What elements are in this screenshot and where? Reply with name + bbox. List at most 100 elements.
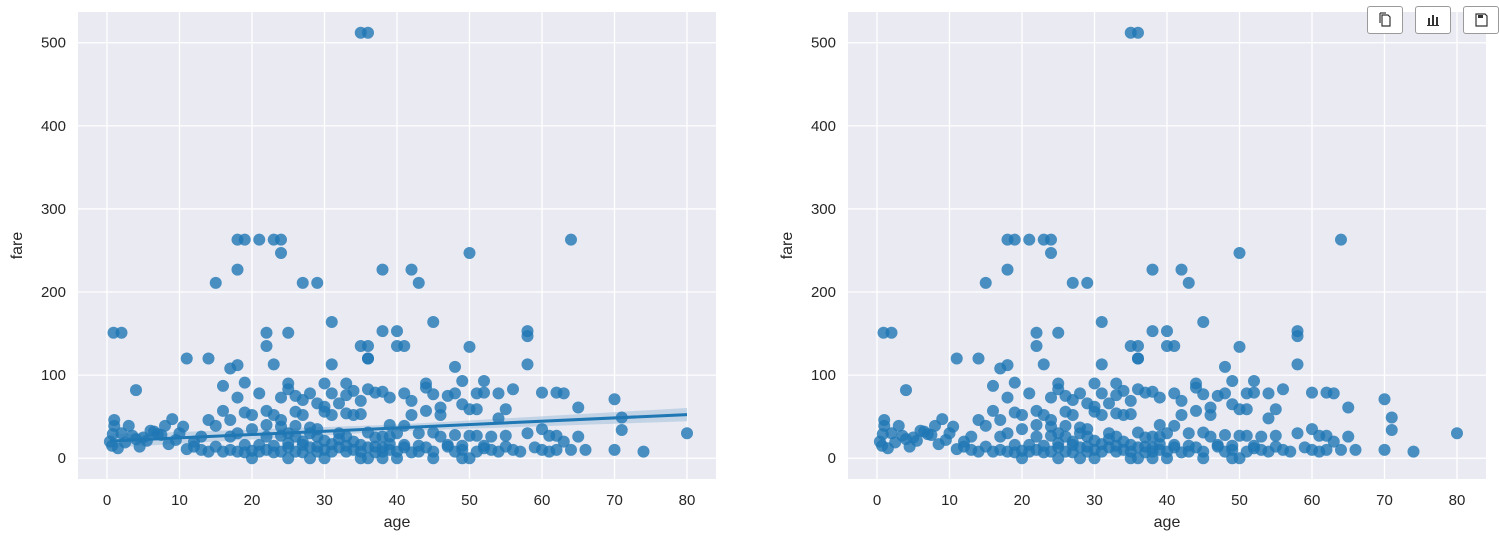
data-point [478,386,490,399]
bar-chart-icon [1427,15,1439,26]
figure-toolbar [1367,6,1499,34]
data-point [253,233,266,246]
data-point [478,374,490,387]
data-point [1168,438,1181,451]
data-point [282,377,295,390]
data-point [282,437,295,450]
save-button[interactable] [1463,6,1499,34]
data-point [1255,430,1268,443]
data-point [1240,403,1253,416]
data-point [608,393,621,406]
chart-button[interactable] [1415,6,1451,34]
data-point [1197,388,1210,401]
data-point [246,423,258,436]
data-point [1008,233,1021,246]
data-point [579,443,592,456]
data-point [449,387,461,400]
x-tick-label: 20 [1014,492,1031,509]
data-point [318,377,331,390]
data-point [231,391,244,404]
data-point [1168,419,1181,432]
data-point [1146,430,1159,443]
data-point [1407,445,1420,458]
data-point [1074,421,1086,434]
data-point [1016,452,1028,465]
data-point [1284,445,1297,458]
data-point [311,440,324,453]
data-point [1016,423,1028,436]
data-point [499,403,512,416]
data-point [1103,397,1115,410]
data-point [1088,377,1101,390]
y-tick-label: 0 [58,450,66,467]
data-point [1001,263,1014,276]
data-point [681,427,693,440]
data-point [1059,419,1072,432]
data-point [1052,326,1065,339]
save-icon [1475,13,1488,27]
y-tick-label: 300 [811,201,836,218]
data-point [1052,437,1065,450]
data-point [1081,440,1094,453]
data-point [1313,445,1326,458]
data-point [1262,412,1275,425]
data-point [1095,315,1108,328]
data-point [1124,394,1137,407]
data-point [1197,452,1210,465]
data-point [1175,394,1188,407]
data-point [202,352,215,365]
data-point [1226,374,1239,387]
y-tick-label: 200 [811,284,836,301]
data-point [1219,428,1231,441]
data-point [260,404,273,417]
data-point [1132,383,1144,396]
data-point [333,397,345,410]
data-point [1277,383,1289,396]
data-point [159,419,171,432]
data-point [972,414,985,427]
y-tick-label: 500 [811,35,836,52]
data-point [260,326,273,339]
copy-button[interactable] [1367,6,1403,34]
data-point [565,233,577,246]
y-tick-label: 500 [41,35,66,52]
data-point [376,263,389,276]
data-point [1291,427,1304,440]
data-point [296,276,309,289]
data-point [557,387,570,400]
data-point [1059,389,1072,402]
data-point [224,414,237,427]
data-point [267,439,280,452]
data-point [427,388,440,401]
data-point [1342,401,1355,414]
data-point [347,384,360,397]
data-point [1190,404,1202,417]
x-tick-label: 50 [461,492,478,509]
data-point [910,434,923,447]
data-point [1037,358,1050,371]
data-point [1233,452,1246,465]
data-point [340,439,353,452]
data-point [572,401,585,414]
data-point [1335,233,1347,246]
data-point [340,407,353,420]
data-point [383,391,396,404]
data-point [1153,418,1166,431]
data-point [325,387,338,400]
y-tick-labels: 0 100 200 300 400 500 [41,35,66,467]
data-point [994,414,1007,427]
data-point [1269,429,1282,442]
data-point [391,325,403,338]
data-point [318,452,331,465]
data-point [369,440,382,453]
data-point [325,358,338,371]
data-point [325,438,338,451]
data-point [115,427,128,440]
data-point [892,419,905,432]
data-point [1175,409,1188,422]
data-point [896,429,909,442]
grid-lines [848,12,1486,479]
data-point [1081,276,1094,289]
data-point [1117,384,1130,397]
